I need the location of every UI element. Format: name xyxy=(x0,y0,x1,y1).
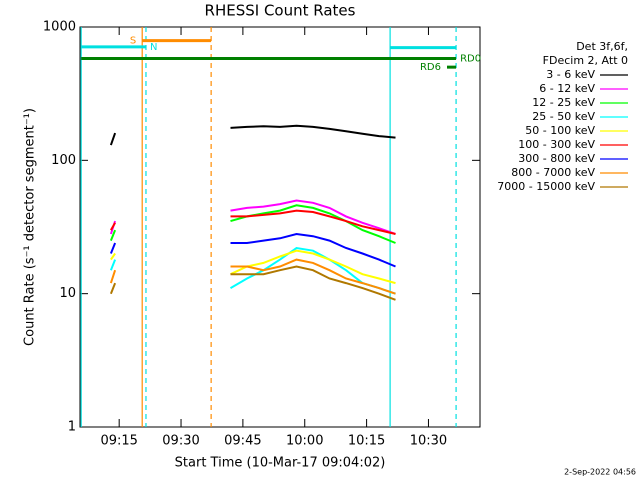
legend-label: 7000 - 15000 keV xyxy=(497,180,595,193)
legend-label: 12 - 25 keV xyxy=(532,96,595,109)
x-tick-label: 09:45 xyxy=(224,434,261,449)
legend-label: 300 - 800 keV xyxy=(518,152,595,165)
x-axis-label: Start Time (10-Mar-17 09:04:02) xyxy=(175,456,386,471)
y-tick-label: 10 xyxy=(59,286,76,301)
series-line xyxy=(110,249,396,285)
y-tick-label: 1 xyxy=(68,420,76,435)
y-tick-label: 1000 xyxy=(43,20,76,35)
x-tick-label: 10:15 xyxy=(348,434,385,449)
interval-label: N xyxy=(150,42,157,53)
interval-label: RD0 xyxy=(460,54,481,65)
x-tick-label: 10:30 xyxy=(410,434,447,449)
x-tick-label: 10:00 xyxy=(286,434,323,449)
legend-label: 100 - 300 keV xyxy=(518,138,595,151)
series-line xyxy=(109,124,396,146)
interval-label: RD6 xyxy=(420,62,441,73)
legend-header: Det 3f,6f, xyxy=(576,40,628,53)
footer: 2-Sep-2022 04:56 xyxy=(564,468,636,477)
y-tick-label: 100 xyxy=(51,153,76,168)
series-line xyxy=(109,232,396,268)
x-tick-label: 09:15 xyxy=(100,434,137,449)
legend-label: 6 - 12 keV xyxy=(539,82,595,95)
x-tick-label: 09:30 xyxy=(162,434,199,449)
series-line xyxy=(109,258,396,295)
legend-label: 800 - 7000 keV xyxy=(511,166,595,179)
y-axis-label: Count Rate (s⁻¹ detector segment⁻¹) xyxy=(23,108,38,346)
chart-title: RHESSI Count Rates xyxy=(205,2,356,20)
legend-label: 25 - 50 keV xyxy=(532,110,595,123)
plot-frame xyxy=(79,26,481,428)
interval-label: S xyxy=(130,36,136,47)
legend-label: 3 - 6 keV xyxy=(546,68,595,81)
series-line xyxy=(110,209,396,235)
legend-header: FDecim 2, Att 0 xyxy=(543,54,628,67)
legend-label: 50 - 100 keV xyxy=(525,124,595,137)
series-line xyxy=(109,265,396,301)
